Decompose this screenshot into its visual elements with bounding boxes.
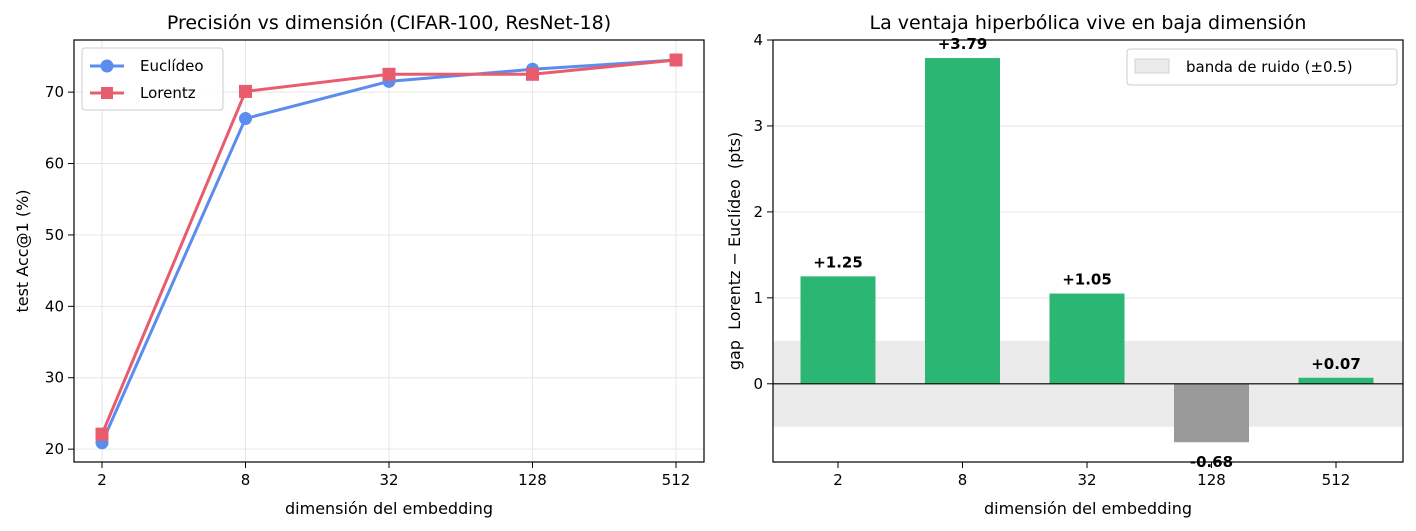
left-legend: Euclídeo Lorentz: [81, 47, 224, 111]
right-y-axis-label: gap Lorentz − Euclídeo (pts): [725, 132, 744, 370]
right-x-tick-label: 32: [1077, 471, 1096, 489]
right-y-tick-label: 2: [753, 203, 763, 221]
accuracy-line-chart: 2 8 32 128 512 20 30 40 50 60 70 Precisión vs dime…: [13, 12, 705, 518]
series-euclideo-point: [239, 112, 252, 126]
left-x-tick-label: 8: [241, 471, 251, 489]
bar-value-label: +3.79: [938, 35, 988, 53]
right-bars-layer: [800, 58, 1374, 443]
left-x-tick-label: 2: [97, 471, 107, 489]
right-axes: 0 1 2 3 4 2 8 32 128 512: [753, 31, 1350, 489]
legend-noise-text: banda de ruido (±0.5): [1186, 58, 1353, 76]
right-x-tick-label: 8: [958, 471, 968, 489]
right-plot-frame: [772, 39, 1404, 463]
series-lorentz-point: [669, 53, 683, 67]
bar-value-label: +1.05: [1062, 271, 1112, 289]
right-x-tick-label: 128: [1197, 471, 1226, 489]
left-y-tick-label: 60: [45, 155, 64, 173]
left-y-tick-label: 40: [45, 297, 64, 315]
left-y-tick-label: 30: [45, 369, 64, 387]
legend-euclideo-marker: [100, 59, 114, 73]
left-y-tick-label: 70: [45, 83, 64, 101]
bar-dim-8: [925, 58, 1000, 384]
bar-dim-32: [1049, 293, 1125, 384]
legend-lorentz-marker: [101, 87, 113, 99]
left-x-axis-label: dimensión del embedding: [285, 499, 493, 518]
bar-value-label: +0.07: [1311, 355, 1361, 373]
bar-dim-512: [1298, 377, 1374, 384]
left-axes: 2 8 32 128 512 20 30 40 50 60 70: [45, 83, 690, 489]
right-chart-title: La ventaja hiperbólica vive en baja dime…: [870, 12, 1307, 34]
bar-dim-2: [800, 276, 876, 384]
left-y-axis-label: test Acc@1 (%): [13, 189, 32, 312]
right-y-tick-label: 3: [753, 117, 763, 135]
right-x-tick-label: 512: [1322, 471, 1351, 489]
bar-dim-128: [1174, 383, 1249, 443]
bar-value-label: +1.25: [813, 253, 863, 271]
series-lorentz-point: [95, 427, 109, 441]
right-y-tick-label: 1: [753, 289, 763, 307]
right-x-tick-label: 2: [833, 471, 843, 489]
legend-entry-lorentz: Lorentz: [90, 84, 196, 102]
legend-entry-euclideo: Euclídeo: [90, 57, 204, 75]
left-series-layer: [95, 53, 683, 450]
left-x-tick-label: 128: [518, 471, 547, 489]
legend-noise-swatch: [1134, 58, 1170, 74]
left-x-tick-label: 32: [379, 471, 398, 489]
right-y-tick-label: 0: [753, 375, 763, 393]
right-y-tick-label: 4: [753, 31, 763, 49]
left-y-tick-label: 50: [45, 226, 64, 244]
series-lorentz-point: [526, 67, 539, 81]
right-legend-box: [1126, 48, 1398, 86]
left-y-tick-label: 20: [45, 440, 64, 458]
left-chart-title: Precisión vs dimensión (CIFAR-100, ResNe…: [167, 12, 611, 34]
legend-lorentz-text: Lorentz: [140, 84, 196, 102]
right-legend: banda de ruido (±0.5): [1126, 48, 1398, 86]
legend-euclideo-text: Euclídeo: [140, 57, 204, 75]
left-x-tick-label: 512: [662, 471, 691, 489]
right-x-axis-label: dimensión del embedding: [984, 499, 1192, 518]
series-lorentz-point: [239, 84, 252, 98]
series-lorentz-point: [382, 67, 396, 81]
